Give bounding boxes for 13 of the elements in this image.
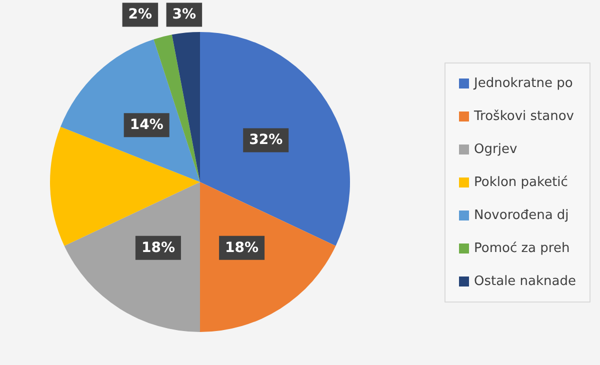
data-label: 14% [130,117,164,134]
legend-label: Ogrjev [474,142,518,157]
legend-label: Jednokratne po [473,76,573,91]
legend-label: Ostale naknade [474,274,576,289]
legend-label: Poklon paketić [474,175,568,190]
data-label: 18% [225,240,259,256]
data-label: 3% [172,6,196,23]
data-label: 18% [141,240,175,256]
legend-label: Pomoć za preh [474,241,570,256]
data-label: 32% [249,132,283,148]
data-label: 2% [128,6,152,23]
legend-label: Troškovi stanov [473,109,574,124]
legend-label: Novorođena dj [474,208,569,223]
